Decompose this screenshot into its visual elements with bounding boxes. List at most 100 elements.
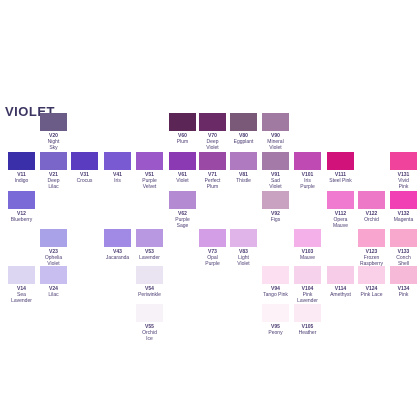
color-swatch (390, 191, 417, 209)
color-swatch (262, 304, 289, 322)
color-swatch (136, 266, 163, 284)
swatch-name: Indigo (14, 178, 29, 184)
swatch-code: V111 (334, 172, 347, 178)
color-swatch (294, 152, 321, 170)
swatch-name: Sea Lavender (11, 292, 32, 304)
color-swatch (8, 152, 35, 170)
color-swatch (327, 191, 354, 209)
swatch-name: Mineral Violet (267, 139, 284, 151)
swatch-name: Sad Violet (269, 178, 282, 190)
color-swatch (136, 229, 163, 247)
swatch-code: V81 (239, 172, 248, 178)
color-swatch (169, 152, 196, 170)
swatch-code: V122 (365, 211, 378, 217)
swatch-code: V43 (113, 249, 122, 255)
swatch-code: V14 (17, 286, 26, 292)
swatch-name: Figs (270, 217, 281, 223)
swatch-name: Peony (268, 330, 283, 336)
swatch-code: V12 (17, 211, 26, 217)
color-swatch (40, 229, 67, 247)
color-swatch (71, 152, 98, 170)
swatch-name: Lilac (48, 292, 59, 298)
color-swatch (262, 152, 289, 170)
swatch-code: V70 (208, 133, 217, 139)
swatch-name: Tango Pink (263, 292, 288, 298)
swatch-name: Violet (176, 178, 189, 184)
swatch-name: Night Sky (47, 139, 60, 151)
swatch-name: Opera Mauve (332, 217, 348, 229)
color-swatch (230, 113, 257, 131)
swatch-name: Magenta (393, 217, 414, 223)
swatch-name: Heather (298, 330, 317, 336)
swatch-code: V80 (239, 133, 248, 139)
color-swatch (104, 152, 131, 170)
swatch-code: V103 (301, 249, 314, 255)
swatch-name: Deep Lilac (47, 178, 60, 190)
swatch-name: Perfect Plum (204, 178, 221, 190)
swatch-code: V95 (271, 324, 280, 330)
swatch-code: V51 (145, 172, 154, 178)
swatch-name: Pink Lavender (297, 292, 318, 304)
swatch-name: Jacaranda (105, 255, 130, 261)
swatch-code: V55 (145, 324, 154, 330)
swatch-name: Frozen Raspberry (359, 255, 384, 267)
swatch-code: V131 (397, 172, 410, 178)
swatch-name: Lavender (139, 255, 160, 261)
swatch-code: V132 (397, 211, 410, 217)
swatch-name: Conch Shell (396, 255, 411, 267)
swatch-code: V105 (301, 324, 314, 330)
swatch-code: V90 (271, 133, 280, 139)
swatch-name: Purple Velvet (142, 178, 157, 190)
swatch-name: Mauve (299, 255, 315, 261)
color-swatch (136, 152, 163, 170)
swatch-name: Opal Purple (205, 255, 220, 267)
color-swatch (294, 229, 321, 247)
color-swatch (169, 191, 196, 209)
swatch-name: Ophelia Violet (44, 255, 63, 267)
swatch-code: V123 (365, 249, 378, 255)
color-swatch (262, 113, 289, 131)
swatch-code: V62 (178, 211, 187, 217)
swatch-code: V11 (17, 172, 26, 178)
swatch-code: V41 (113, 172, 122, 178)
swatch-code: V91 (271, 172, 280, 178)
swatch-code: V23 (49, 249, 58, 255)
swatch-name: Periwinkle (138, 292, 161, 298)
swatch-name: Pink Lace (360, 292, 383, 298)
color-swatch (358, 229, 385, 247)
color-swatch (8, 191, 35, 209)
swatch-code: V53 (145, 249, 154, 255)
swatch-code: V61 (178, 172, 187, 178)
swatch-name: Purple Sage (175, 217, 190, 229)
color-swatch (262, 266, 289, 284)
swatch-name: Vivid Pink (398, 178, 409, 190)
swatch-code: V71 (208, 172, 217, 178)
color-swatch (169, 113, 196, 131)
color-swatch (104, 229, 131, 247)
swatch-name: Eggplant (233, 139, 254, 145)
swatch-name: Orchid Ice (142, 330, 157, 342)
color-swatch (294, 304, 321, 322)
swatch-name: Steel Pink (329, 178, 352, 184)
color-swatch (199, 113, 226, 131)
swatch-code: V60 (178, 133, 187, 139)
swatch-name: Light Violet (237, 255, 250, 267)
color-swatch (262, 191, 289, 209)
color-swatch (230, 152, 257, 170)
swatch-name: Deep Violet (206, 139, 219, 151)
swatch-name: Thistle (236, 178, 251, 184)
swatch-name: Orchid (364, 217, 379, 223)
color-swatch (358, 191, 385, 209)
color-swatch (40, 266, 67, 284)
color-swatch (390, 152, 417, 170)
swatch-name: Iris (114, 178, 121, 184)
swatch-code: V94 (271, 286, 280, 292)
swatch-code: V92 (271, 211, 280, 217)
swatch-code: V54 (145, 286, 154, 292)
swatch-code: V104 (301, 286, 314, 292)
color-swatch (136, 304, 163, 322)
swatch-code: V24 (49, 286, 58, 292)
swatch-name: Amethyst (330, 292, 351, 298)
color-swatch (199, 152, 226, 170)
